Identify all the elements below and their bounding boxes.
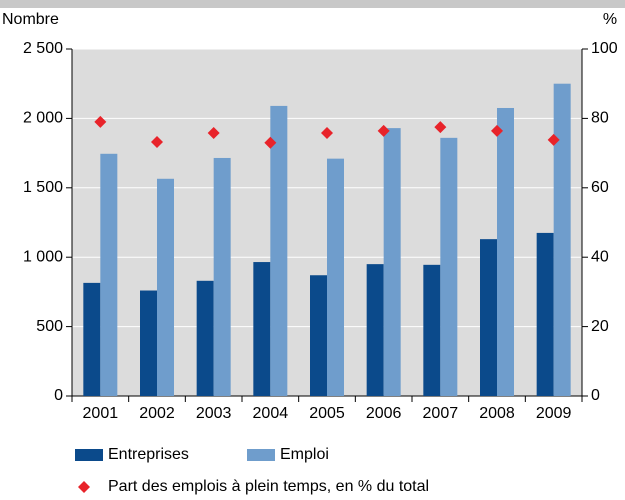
y2-tick-label: 40 — [591, 248, 609, 265]
bar — [100, 153, 118, 396]
bar — [553, 83, 571, 396]
bar — [157, 178, 174, 396]
bar — [327, 158, 344, 396]
x-tick-label: 2006 — [366, 405, 402, 422]
y2-tick-label: 60 — [591, 179, 609, 196]
y-tick-label: 500 — [36, 318, 63, 335]
x-tick-label: 2007 — [423, 405, 459, 422]
y-tick-label: 1 500 — [23, 179, 63, 196]
bar — [366, 264, 384, 396]
legend-swatch — [75, 449, 103, 461]
x-tick-label: 2004 — [253, 405, 289, 422]
y2-tick-label: 100 — [591, 40, 618, 57]
y2-tick-label: 20 — [591, 318, 609, 335]
bar — [253, 262, 271, 396]
diamond-marker — [264, 136, 277, 149]
bar — [213, 157, 231, 396]
x-tick-label: 2003 — [196, 405, 232, 422]
bar — [536, 232, 554, 396]
diamond-marker — [434, 121, 447, 134]
y-tick-label: 2 000 — [23, 110, 63, 127]
x-tick-label: 2008 — [479, 405, 515, 422]
bar — [196, 280, 214, 396]
diamond-marker — [151, 135, 163, 148]
y-tick-label: 2 500 — [23, 40, 63, 57]
diamond-marker — [491, 124, 503, 137]
legend-label: Entreprises — [108, 446, 189, 463]
bar — [310, 275, 327, 396]
bar — [480, 239, 497, 396]
bar — [497, 107, 514, 397]
diamond-marker — [207, 126, 220, 139]
legend-label: Emploi — [280, 446, 329, 463]
x-tick-label: 2005 — [309, 405, 345, 422]
diamond-marker — [547, 133, 560, 146]
legend-marker — [78, 481, 90, 493]
bar — [140, 290, 157, 396]
legend-swatch — [247, 449, 275, 461]
x-tick-label: 2002 — [139, 405, 175, 422]
bar — [423, 264, 441, 396]
y2-axis-label: % — [603, 11, 617, 28]
bar — [440, 137, 458, 396]
legend-label: Part des emplois à plein temps, en % du … — [108, 478, 429, 495]
y2-tick-label: 0 — [591, 387, 600, 404]
diamond-marker — [321, 126, 333, 139]
diamond-marker — [94, 115, 107, 128]
y-tick-label: 0 — [54, 387, 63, 404]
bar — [83, 282, 101, 396]
y-tick-label: 1 000 — [23, 248, 63, 265]
y-axis-label: Nombre — [2, 11, 59, 28]
y2-tick-label: 80 — [591, 110, 609, 127]
bar — [383, 128, 401, 396]
bar — [270, 105, 288, 397]
diamond-marker — [377, 124, 390, 137]
x-tick-label: 2001 — [83, 405, 119, 422]
x-tick-label: 2009 — [536, 405, 572, 422]
top-band — [0, 0, 625, 8]
